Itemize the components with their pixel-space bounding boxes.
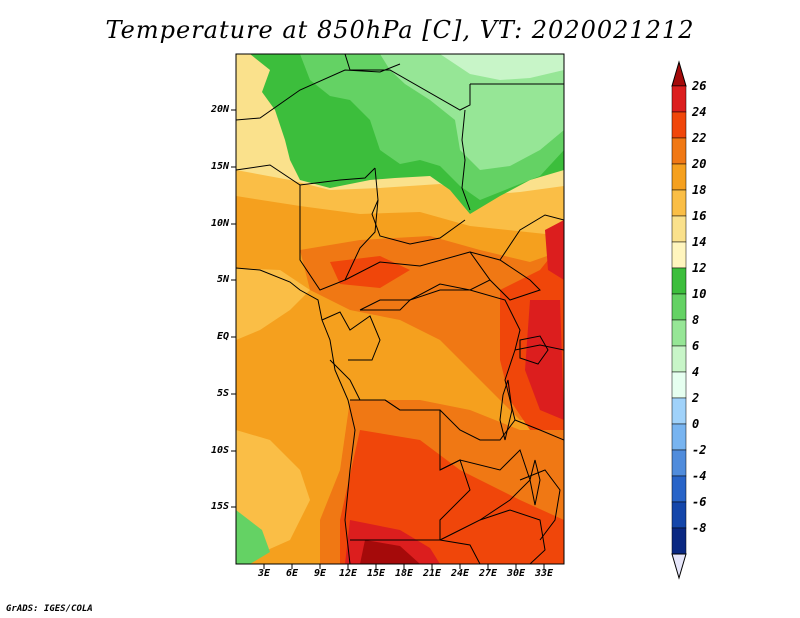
lat-label: 5S: [216, 388, 229, 399]
colorbar-cell: [671, 137, 687, 165]
colorbar-cell: [671, 111, 687, 139]
colorbar-cell: [671, 397, 687, 425]
lat-label: 20N: [210, 104, 229, 115]
lake-malawi: [529, 459, 541, 506]
colorbar-label: 2: [692, 391, 700, 405]
country-borders: [236, 54, 564, 564]
lon-label: 27E: [478, 568, 498, 579]
credit-text: GrADS: IGES/COLA: [6, 604, 93, 614]
colorbar-label: 6: [692, 339, 700, 353]
colorbar-cell: [671, 345, 687, 373]
colorbar-label: 16: [692, 209, 707, 223]
border-libya: [344, 54, 471, 111]
border-ethiopia: [499, 214, 564, 261]
colorbar: [671, 60, 687, 580]
colorbar-cell: [671, 293, 687, 321]
border-mozambique: [519, 469, 561, 541]
colorbar-label: 20: [692, 157, 707, 171]
colorbar-cell: [671, 475, 687, 503]
border-zimbabwe: [479, 509, 546, 564]
plot-title: Temperature at 850hPa [C], VT: 202002121…: [105, 16, 695, 44]
colorbar-top-arrow: [671, 60, 687, 87]
border-sudan: [461, 109, 471, 211]
lake-victoria: [519, 335, 549, 365]
colorbar-label: 24: [692, 105, 707, 119]
colorbar-label: 14: [692, 235, 707, 249]
colorbar-label: 18: [692, 183, 707, 197]
band-24c: [545, 220, 564, 280]
lon-label: 18E: [394, 568, 414, 579]
green-sw: [236, 510, 270, 564]
lat-label: 10N: [210, 218, 229, 229]
colorbar-cell: [671, 163, 687, 191]
colorbar-cell: [671, 423, 687, 451]
lon-label: 3E: [257, 568, 271, 579]
colorbar-label: 0: [692, 417, 700, 431]
colorbar-cell: [671, 527, 687, 555]
colorbar-label: 4: [692, 365, 700, 379]
colorbar-cell: [671, 501, 687, 529]
border-algeria-niger: [236, 63, 401, 121]
border-namibia: [350, 539, 481, 564]
green-8: [380, 54, 564, 170]
border-tanzania: [514, 344, 564, 441]
map-frame: [235, 53, 565, 565]
colorbar-cell: [671, 215, 687, 243]
lake-tanganyika: [499, 379, 513, 441]
colorbar-label: 8: [692, 313, 700, 327]
lon-label: 21E: [422, 568, 442, 579]
lon-label: 15E: [366, 568, 386, 579]
colorbar-cell: [671, 267, 687, 295]
colorbar-cell: [671, 449, 687, 477]
band-24b: [525, 300, 564, 420]
colorbar-label: 26: [692, 79, 707, 93]
border-niger-nigeria: [236, 164, 376, 186]
band-26: [360, 540, 420, 564]
colorbar-label: 12: [692, 261, 707, 275]
lat-ticks: [231, 109, 236, 508]
colorbar-label: 22: [692, 131, 707, 145]
green-6: [440, 54, 564, 80]
lat-label: 15S: [210, 501, 229, 512]
lat-label: 5N: [216, 274, 229, 285]
colorbar-label: -6: [692, 495, 707, 509]
lon-label: 6E: [285, 568, 299, 579]
lon-label: 30E: [506, 568, 526, 579]
lon-label: 9E: [313, 568, 327, 579]
border-gabon-congo: [321, 311, 381, 361]
colorbar-label: 10: [692, 287, 707, 301]
colorbar-label: -2: [692, 443, 707, 457]
lon-ticks: [263, 564, 545, 569]
colorbar-cell: [671, 319, 687, 347]
colorbar-cell: [671, 85, 687, 113]
border-car: [344, 251, 491, 311]
colorbar-bottom-arrow: [671, 553, 687, 580]
colorbar-label: -8: [692, 521, 707, 535]
border-south-sudan: [469, 251, 541, 301]
lon-label: 24E: [450, 568, 470, 579]
colorbar-cell: [671, 189, 687, 217]
lon-label: 33E: [534, 568, 554, 579]
coastline-gulf: [236, 267, 356, 564]
colorbar-cell: [671, 241, 687, 269]
band-22a: [330, 256, 410, 288]
temperature-field: [236, 54, 564, 564]
lon-label: 12E: [338, 568, 358, 579]
lat-label: 10S: [210, 445, 229, 456]
lat-label: 15N: [210, 161, 229, 172]
lat-label: EQ: [216, 331, 229, 342]
colorbar-cell: [671, 371, 687, 399]
west-band-16: [236, 268, 310, 340]
colorbar-label: -4: [692, 469, 707, 483]
